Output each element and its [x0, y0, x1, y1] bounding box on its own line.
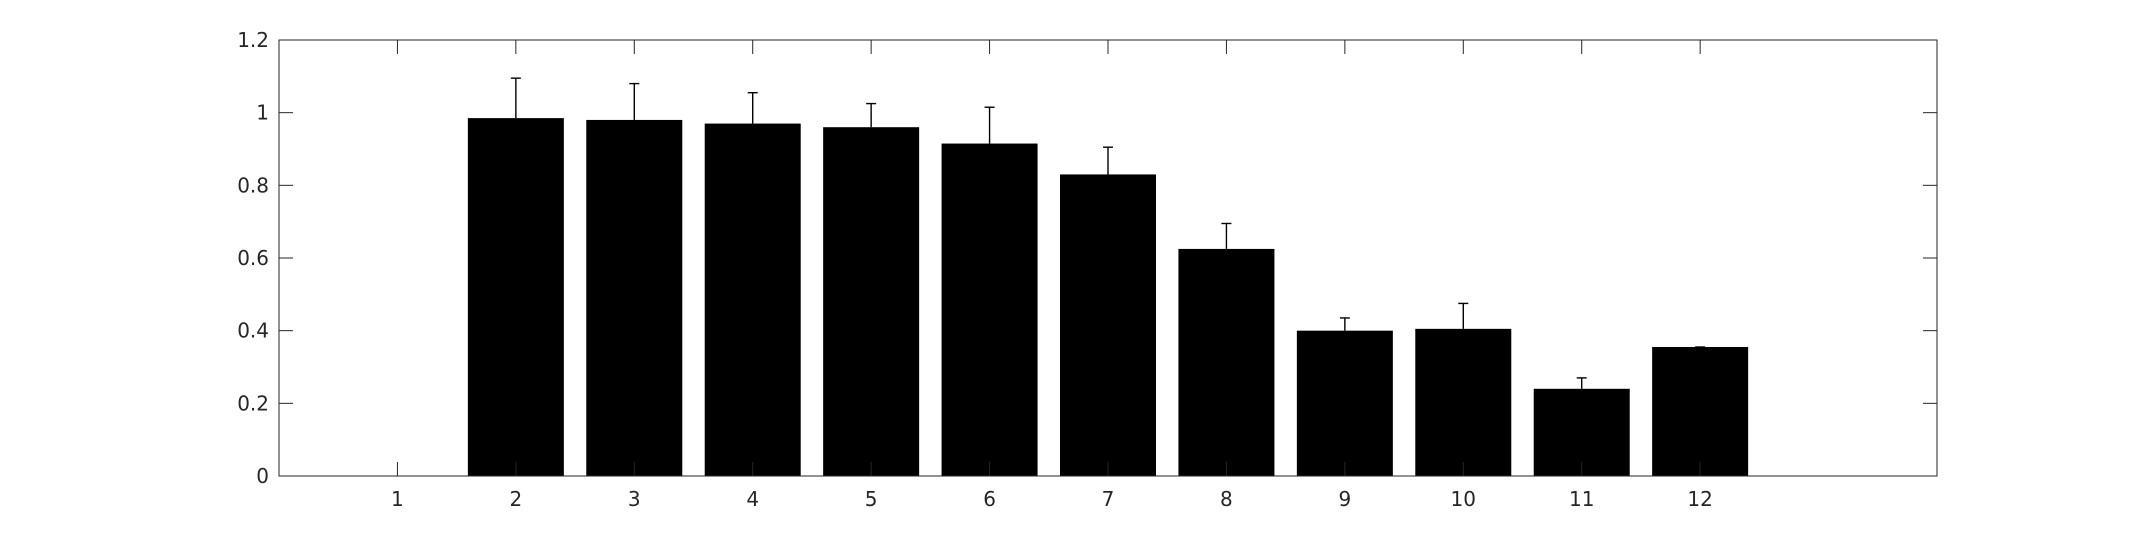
bar-9	[1296, 330, 1393, 476]
x-tick-label: 2	[509, 487, 522, 511]
bar-5	[823, 127, 920, 476]
x-tick-label: 3	[628, 487, 641, 511]
bar-6	[941, 143, 1038, 477]
y-tick-label: 0.4	[237, 319, 269, 343]
x-tick-label: 10	[1451, 487, 1476, 511]
bar-8	[1178, 248, 1275, 476]
x-tick-label: 1	[391, 487, 404, 511]
bar-7	[1060, 174, 1156, 476]
x-tick-label: 4	[746, 487, 759, 511]
y-tick-label: 1.2	[237, 28, 269, 52]
x-tick-label: 12	[1687, 487, 1712, 511]
x-tick-label: 6	[983, 487, 996, 511]
bar-4	[704, 123, 801, 477]
bar-10	[1415, 328, 1512, 476]
x-tick-label: 8	[1220, 487, 1233, 511]
x-tick-label: 7	[1102, 487, 1115, 511]
y-tick-label: 1	[256, 101, 269, 125]
bar-2	[467, 118, 564, 476]
bar-11	[1533, 388, 1630, 476]
x-tick-label: 11	[1569, 487, 1594, 511]
y-tick-label: 0	[256, 464, 269, 488]
x-tick-label: 5	[865, 487, 878, 511]
bar-3	[586, 119, 683, 476]
y-tick-label: 0.8	[237, 173, 269, 197]
bar-12	[1652, 347, 1749, 476]
x-tick-label: 9	[1338, 487, 1351, 511]
y-tick-label: 0.6	[237, 246, 269, 270]
y-tick-label: 0.2	[237, 391, 269, 415]
